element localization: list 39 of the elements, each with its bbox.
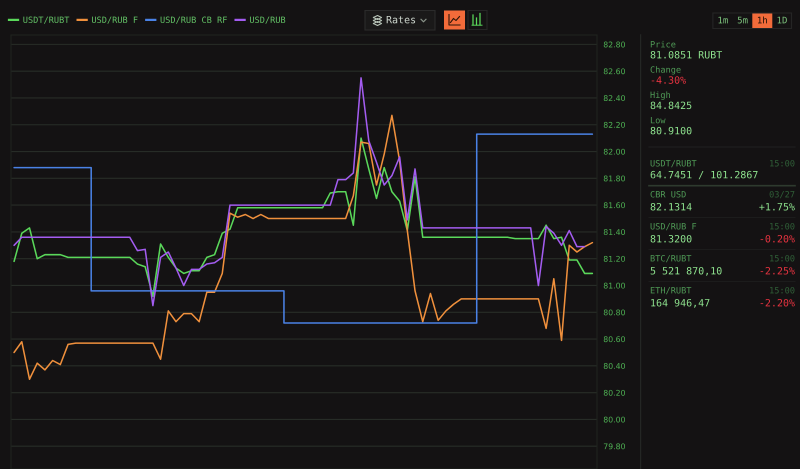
text: 82.1314 [650,202,692,211]
text: Rates [386,16,416,24]
text: USD/RUB F [650,223,696,230]
text: Low [650,117,666,124]
line-series [13,77,586,306]
text: 81.3200 [650,234,692,243]
line-series [13,114,594,380]
text: 5m [738,16,748,24]
text: 64.7451 / 101.2867 [650,170,758,180]
text: 1D [778,16,787,24]
text: 15:00 [770,255,794,262]
text: 03/27 [770,191,794,198]
text: Change [650,66,681,74]
text: 5 521 870,10 [650,266,722,276]
text: ETH/RUBT [650,287,692,294]
text: 15:00 [770,160,794,167]
text: High [650,91,670,100]
text: CBR USD [650,191,686,198]
legend-label: USD/RUB F [92,16,138,24]
text: 15:00 [770,287,794,294]
text: 1h [758,16,767,24]
text: 84.8425 [650,102,692,110]
text: -2.25% [760,266,795,275]
text: -4.30% [652,76,686,84]
legend-label: USDT/RUBT [23,16,70,24]
text: +1.75% [759,203,795,211]
text: 80.9100 [650,126,692,134]
line-series [13,137,594,297]
text: 81.0851 RUBT [650,50,722,59]
text: Price [650,40,676,48]
text: 1m [718,16,728,24]
text: -0.20% [760,234,795,243]
text: 164 946,47 [651,298,710,308]
legend-label: USD/RUB CB RF [160,16,227,24]
text: -2.20% [760,298,795,307]
text: USDT/RUBT [650,160,696,168]
legend-label: USD/RUB [250,16,286,24]
text: BTC/RUBT [650,255,692,262]
text: 15:00 [770,223,794,230]
